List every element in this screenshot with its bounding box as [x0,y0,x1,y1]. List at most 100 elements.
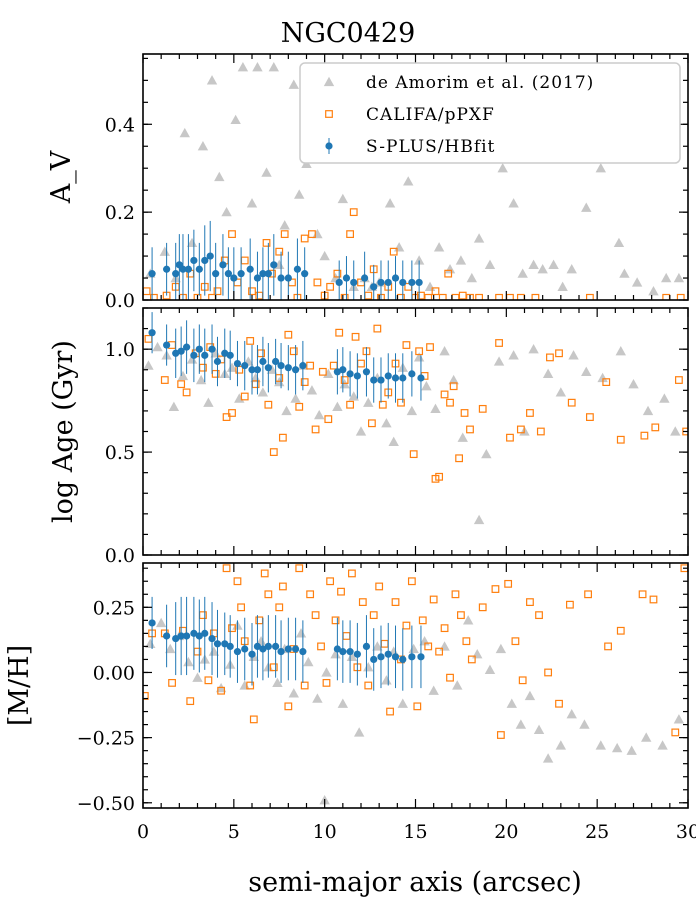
califa-point [326,282,335,291]
califa-point [289,347,298,356]
de-amorim-point [430,403,441,414]
de-amorim-point [506,698,517,708]
de-amorim-point [261,167,272,177]
de-amorim-point [484,664,496,675]
y-tick-label: −0.25 [77,728,135,750]
legend-label-califa: CALIFA/pPXF [366,105,495,125]
de-amorim-point [595,740,606,750]
califa-point [516,425,525,434]
de-amorim-point [497,163,508,173]
califa-point [246,681,255,690]
de-amorim-point [579,719,590,729]
splus-point [233,648,242,656]
de-amorim-point [508,350,519,360]
splus-point [346,648,354,656]
de-amorim-point [462,615,474,625]
califa-point [585,413,594,421]
califa-point [585,293,594,300]
splus-point [417,374,425,382]
de-amorim-point [206,75,218,85]
de-amorim-point [439,641,450,651]
splus-point [172,270,180,278]
califa-point [349,208,358,217]
de-amorim-point [168,401,180,411]
de-amorim-point [252,61,263,72]
splus-point [384,278,392,287]
de-amorim-point [631,277,643,287]
califa-point [369,611,378,620]
de-amorim-point [528,343,539,354]
de-amorim-point [473,514,485,525]
splus-point [259,270,267,278]
de-amorim-point [312,693,323,703]
panel-data-layer [143,61,685,300]
splus-point [353,372,361,380]
califa-point [322,678,331,687]
splus-point [293,265,302,273]
panel-av: 0.0 0.2 0.4 [105,53,689,312]
califa-point [306,590,315,599]
y-tick-label: 0.00 [93,662,135,684]
califa-point [397,398,405,407]
splus-point [233,359,242,368]
splus-point [284,274,292,282]
califa-point [144,334,153,343]
califa-point [526,409,534,417]
de-amorim-point [566,708,577,719]
de-amorim-point [319,250,330,261]
x-tick-label: 30 [676,821,696,843]
de-amorim-point [145,638,156,648]
y-axis-label-av: A_V [46,150,77,204]
califa-point [160,376,169,384]
califa-point [284,330,293,339]
splus-point [163,632,171,640]
splus-point [417,653,425,661]
califa-point [295,402,304,411]
de-amorim-point [230,114,241,125]
splus-point [148,329,156,337]
califa-point [364,681,373,690]
califa-point [260,569,269,578]
califa-point [186,697,195,706]
splus-point [221,640,229,648]
de-amorim-point [661,272,672,283]
splus-point [346,370,354,378]
de-amorim-point [246,198,258,208]
splus-point [237,270,245,278]
de-amorim-point [528,259,539,270]
califa-point [340,376,349,384]
de-amorim-point [250,372,261,383]
splus-point [264,364,272,372]
de-amorim-point [397,698,408,708]
y-tick-label: 0.0 [105,290,135,312]
califa-point [306,361,315,370]
splus-point [163,341,171,349]
califa-point [275,247,284,256]
califa-point [311,611,320,620]
splus-point [195,632,203,640]
de-amorim-point [466,272,478,283]
splus-point [399,655,407,664]
califa-point [177,380,186,389]
splus-point [226,351,234,359]
califa-point [478,603,487,612]
califa-point [555,699,563,708]
califa-point [536,427,545,436]
califa-point [228,409,236,417]
splus-point [350,278,358,287]
legend-label-de-amorim: de Amorim et al. (2017) [366,73,594,93]
califa-point [150,293,158,300]
de-amorim-point [203,397,214,407]
califa-point [331,616,340,625]
splus-point [408,278,416,287]
de-amorim-point [595,163,606,173]
califa-point [391,598,400,606]
splus-point [190,256,198,265]
splus-point [301,270,309,278]
califa-point [675,376,683,384]
califa-point [402,621,411,630]
legend-marker-square [325,110,333,118]
califa-point [567,398,576,407]
de-amorim-point [455,255,467,265]
de-amorim-point [421,381,432,391]
